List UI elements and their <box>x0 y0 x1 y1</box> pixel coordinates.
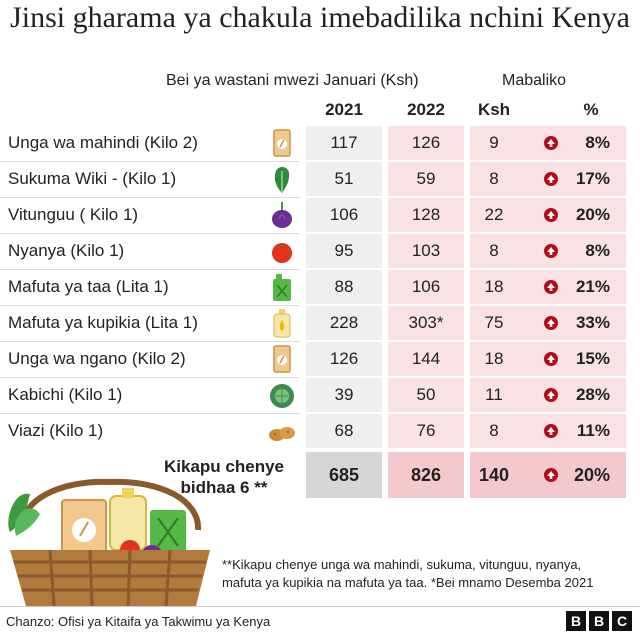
item-label: Mafuta ya kupikia (Lita 1) <box>8 313 198 332</box>
item-label: Sukuma Wiki - (Kilo 1) <box>8 169 177 188</box>
tomato-icon <box>272 243 292 263</box>
potatoes-icon <box>269 427 295 441</box>
row-divider <box>0 341 300 342</box>
value-2021: 106 <box>306 198 382 232</box>
footer-divider <box>0 606 640 607</box>
change-ksh: 9 <box>470 126 518 160</box>
increase-arrow-icon <box>544 208 558 222</box>
oil-bottle-icon <box>273 309 291 338</box>
item-label: Vitunguu ( Kilo 1) <box>8 205 139 224</box>
change-pct: 15% <box>518 342 626 376</box>
total-row: 685 826 140 20% <box>0 452 640 498</box>
value-2022: 76 <box>388 414 464 448</box>
value-2022: 303* <box>388 306 464 340</box>
kale-leaf-icon <box>274 167 290 193</box>
value-2021: 51 <box>306 162 382 196</box>
change-ksh: 8 <box>470 414 518 448</box>
table-row: Mafuta ya kupikia (Lita 1) 228 303* 75 3… <box>0 306 640 342</box>
item-label: Nyanya (Kilo 1) <box>8 241 125 260</box>
footnote: **Kikapu chenye unga wa mahindi, sukuma,… <box>222 557 594 590</box>
change-ksh: 8 <box>470 234 518 268</box>
total-change-pct: 20% <box>518 452 626 498</box>
table-row: Unga wa mahindi (Kilo 2) 117 126 9 8% <box>0 126 640 162</box>
source-text: Chanzo: Ofisi ya Kitaifa ya Takwimu ya K… <box>6 614 271 629</box>
bbc-logo: B B C <box>566 611 632 631</box>
row-divider <box>0 269 300 270</box>
col-2021-header: 2021 <box>325 100 363 119</box>
increase-arrow-icon <box>544 352 558 366</box>
change-pct: 20% <box>518 198 626 232</box>
table-row: Nyanya (Kilo 1) 95 103 8 8% <box>0 234 640 270</box>
item-label: Unga wa ngano (Kilo 2) <box>8 349 186 368</box>
value-2022: 106 <box>388 270 464 304</box>
change-ksh: 22 <box>470 198 518 232</box>
row-divider <box>0 413 300 414</box>
avg-price-header: Bei ya wastani mwezi Januari (Ksh) <box>166 72 419 89</box>
page-title: Jinsi gharama ya chakula imebadilika nch… <box>10 1 630 34</box>
total-change-ksh: 140 <box>470 452 518 498</box>
value-2022: 59 <box>388 162 464 196</box>
table-row: Mafuta ya taa (Lita 1) 88 106 18 21% <box>0 270 640 306</box>
increase-arrow-icon <box>544 316 558 330</box>
value-2021: 68 <box>306 414 382 448</box>
change-pct: 8% <box>518 234 626 268</box>
value-2021: 228 <box>306 306 382 340</box>
change-ksh: 75 <box>470 306 518 340</box>
table-row: Viazi (Kilo 1) 68 76 8 11% <box>0 414 640 448</box>
increase-arrow-icon <box>544 244 558 258</box>
col-ksh-header: Ksh <box>477 100 511 119</box>
flour-pack-icon <box>273 345 291 373</box>
flour-pack-icon <box>273 129 291 157</box>
table-row: Kabichi (Kilo 1) 39 50 11 28% <box>0 378 640 414</box>
row-divider <box>0 305 300 306</box>
increase-arrow-icon <box>544 468 558 482</box>
table-row: Vitunguu ( Kilo 1) 106 128 22 20% <box>0 198 640 234</box>
change-pct: 33% <box>518 306 626 340</box>
change-pct: 21% <box>518 270 626 304</box>
jerrycan-icon <box>273 274 291 301</box>
row-divider <box>0 233 300 234</box>
item-label: Unga wa mahindi (Kilo 2) <box>8 133 198 152</box>
col-2022-header: 2022 <box>407 100 445 119</box>
cabbage-icon <box>270 384 294 408</box>
item-label: Kabichi (Kilo 1) <box>8 385 123 404</box>
increase-arrow-icon <box>544 424 558 438</box>
item-label: Mafuta ya taa (Lita 1) <box>8 277 169 296</box>
value-2021: 39 <box>306 378 382 412</box>
value-2022: 144 <box>388 342 464 376</box>
row-divider <box>0 161 300 162</box>
col-pct-header: % <box>583 100 599 119</box>
change-pct: 8% <box>518 126 626 160</box>
value-2022: 103 <box>388 234 464 268</box>
table-row: Sukuma Wiki - (Kilo 1) 51 59 8 17% <box>0 162 640 198</box>
change-ksh: 18 <box>470 270 518 304</box>
row-divider <box>0 377 300 378</box>
value-2022: 126 <box>388 126 464 160</box>
value-2021: 95 <box>306 234 382 268</box>
value-2022: 128 <box>388 198 464 232</box>
change-pct: 28% <box>518 378 626 412</box>
total-label: Kikapu chenye bidhaa 6 ** <box>164 457 284 497</box>
increase-arrow-icon <box>544 280 558 294</box>
value-2021: 117 <box>306 126 382 160</box>
change-ksh: 18 <box>470 342 518 376</box>
food-basket-illustration <box>8 478 210 607</box>
increase-arrow-icon <box>544 136 558 150</box>
change-ksh: 11 <box>470 378 518 412</box>
total-2021: 685 <box>306 452 382 498</box>
total-2022: 826 <box>388 452 464 498</box>
change-header: Mabaliko <box>502 72 567 89</box>
row-divider <box>0 197 300 198</box>
onion-icon <box>272 202 292 228</box>
change-ksh: 8 <box>470 162 518 196</box>
value-2021: 88 <box>306 270 382 304</box>
change-pct: 11% <box>518 414 626 448</box>
change-pct: 17% <box>518 162 626 196</box>
value-2022: 50 <box>388 378 464 412</box>
item-label: Viazi (Kilo 1) <box>8 421 104 440</box>
table-row: Unga wa ngano (Kilo 2) 126 144 18 15% <box>0 342 640 378</box>
increase-arrow-icon <box>544 388 558 402</box>
value-2021: 126 <box>306 342 382 376</box>
increase-arrow-icon <box>544 172 558 186</box>
